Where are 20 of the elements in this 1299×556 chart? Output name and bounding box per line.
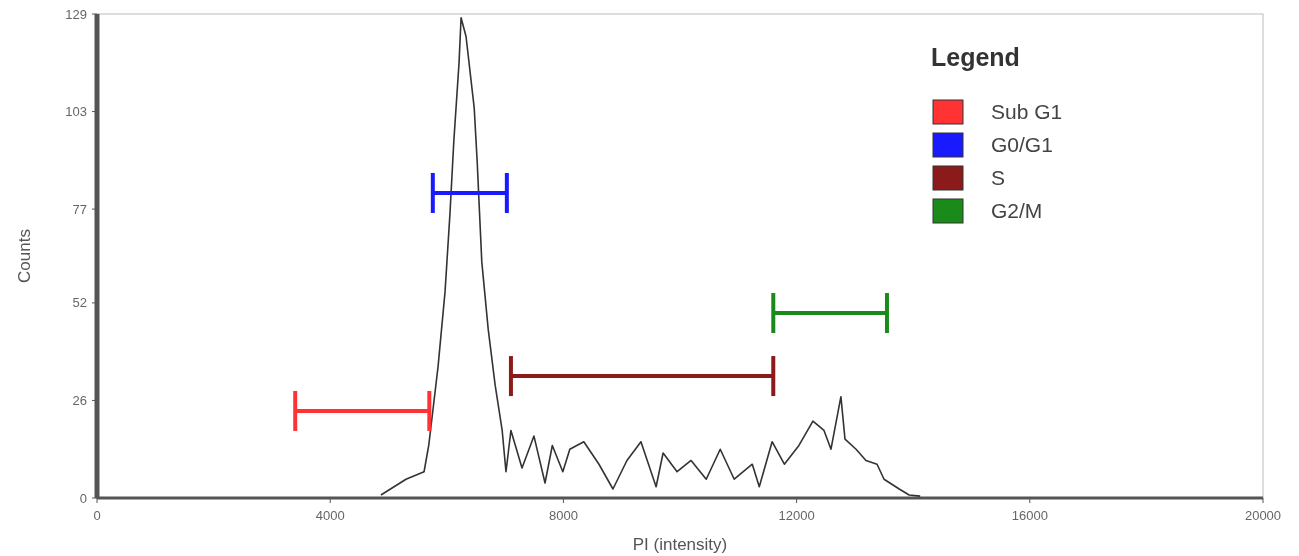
y-tick-label: 26 <box>72 393 87 408</box>
legend-label: Sub G1 <box>991 100 1063 124</box>
legend-label: G2/M <box>991 199 1043 223</box>
y-tick-label: 0 <box>79 490 87 506</box>
y-tick-label: 103 <box>65 104 87 120</box>
x-tick-label: 20000 <box>1244 508 1282 523</box>
x-tick-label: 0 <box>93 508 101 523</box>
y-tick-label: 77 <box>72 201 87 217</box>
y-tick-label: 129 <box>65 6 87 22</box>
x-axis-title: PI (intensity) <box>632 535 728 554</box>
y-tick-label: 52 <box>72 295 87 311</box>
x-tick-label: 8000 <box>548 508 578 523</box>
legend-title: Legend <box>931 43 1020 71</box>
y-axis-title: Counts <box>15 229 34 283</box>
legend-label: S <box>991 166 1006 190</box>
legend-label: G0/G1 <box>991 133 1053 157</box>
x-tick-label: 16000 <box>1011 508 1048 523</box>
line-series <box>380 16 921 497</box>
x-tick-label: 12000 <box>778 508 815 523</box>
x-tick-label: 4000 <box>315 508 345 523</box>
